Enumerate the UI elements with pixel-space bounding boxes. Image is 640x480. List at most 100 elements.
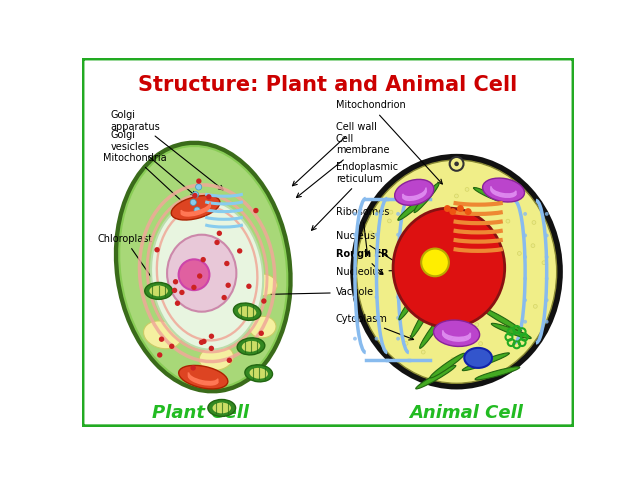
Text: Rough ER: Rough ER: [336, 249, 388, 274]
Ellipse shape: [237, 338, 265, 355]
Ellipse shape: [492, 323, 531, 338]
Circle shape: [523, 276, 527, 280]
Circle shape: [396, 253, 400, 257]
Circle shape: [353, 275, 357, 278]
Circle shape: [454, 162, 459, 166]
Circle shape: [396, 337, 400, 341]
Ellipse shape: [399, 285, 424, 320]
Ellipse shape: [250, 368, 268, 379]
Circle shape: [157, 352, 163, 358]
Circle shape: [479, 342, 483, 346]
Circle shape: [353, 295, 357, 299]
Text: Cytoplasm: Cytoplasm: [336, 314, 413, 340]
Circle shape: [169, 344, 175, 349]
Circle shape: [237, 248, 243, 253]
Ellipse shape: [143, 321, 181, 349]
Circle shape: [259, 331, 264, 336]
Ellipse shape: [248, 274, 277, 296]
Circle shape: [396, 295, 400, 299]
Circle shape: [454, 194, 458, 198]
FancyBboxPatch shape: [83, 59, 573, 426]
Circle shape: [221, 295, 227, 300]
Circle shape: [421, 249, 449, 276]
Circle shape: [396, 275, 400, 278]
Text: Mitochondrion: Mitochondrion: [336, 100, 442, 184]
Circle shape: [197, 273, 202, 279]
Ellipse shape: [179, 365, 228, 389]
Text: Cell
membrane: Cell membrane: [296, 134, 389, 198]
Circle shape: [225, 283, 231, 288]
Circle shape: [200, 257, 206, 262]
Ellipse shape: [172, 195, 220, 220]
Circle shape: [374, 212, 378, 216]
Circle shape: [353, 233, 357, 237]
Circle shape: [518, 252, 522, 255]
Ellipse shape: [414, 183, 439, 213]
Circle shape: [533, 304, 537, 308]
Circle shape: [465, 188, 469, 192]
Circle shape: [190, 199, 196, 205]
Circle shape: [193, 192, 198, 198]
Ellipse shape: [151, 200, 263, 349]
Circle shape: [531, 244, 535, 248]
Circle shape: [374, 275, 378, 278]
Circle shape: [457, 205, 464, 212]
Circle shape: [475, 323, 479, 326]
Ellipse shape: [212, 403, 231, 413]
Circle shape: [192, 193, 198, 198]
Circle shape: [374, 233, 378, 237]
Circle shape: [545, 298, 548, 302]
Ellipse shape: [149, 286, 168, 296]
Circle shape: [353, 316, 357, 320]
Text: Ribosomes: Ribosomes: [336, 206, 389, 255]
Text: Plant Cell: Plant Cell: [152, 404, 250, 422]
Ellipse shape: [464, 348, 492, 368]
Circle shape: [421, 350, 425, 354]
Circle shape: [404, 341, 408, 345]
Circle shape: [196, 184, 202, 190]
Circle shape: [396, 212, 400, 216]
Ellipse shape: [119, 146, 287, 388]
Circle shape: [191, 365, 196, 371]
Circle shape: [387, 219, 391, 223]
Ellipse shape: [238, 306, 256, 317]
Circle shape: [389, 210, 393, 214]
Circle shape: [374, 295, 378, 299]
Text: Structure: Plant and Animal Cell: Structure: Plant and Animal Cell: [138, 74, 518, 95]
Text: Vacuole: Vacuole: [253, 288, 374, 298]
Circle shape: [408, 203, 412, 206]
Ellipse shape: [350, 154, 563, 389]
Circle shape: [523, 234, 527, 238]
Ellipse shape: [420, 313, 444, 348]
Ellipse shape: [475, 367, 520, 380]
Circle shape: [545, 234, 548, 238]
Ellipse shape: [483, 178, 525, 202]
Text: Chloroplast: Chloroplast: [97, 234, 159, 288]
Ellipse shape: [481, 308, 522, 331]
Circle shape: [172, 288, 177, 293]
Circle shape: [179, 259, 209, 290]
Circle shape: [194, 207, 200, 213]
Ellipse shape: [145, 282, 172, 300]
Ellipse shape: [411, 298, 435, 338]
Ellipse shape: [393, 208, 505, 327]
Text: Endoplasmic
reticulum: Endoplasmic reticulum: [312, 162, 398, 230]
Circle shape: [154, 247, 160, 252]
Ellipse shape: [416, 365, 456, 389]
Circle shape: [253, 208, 259, 213]
Circle shape: [353, 212, 357, 216]
Circle shape: [545, 212, 548, 216]
Circle shape: [369, 231, 372, 235]
Ellipse shape: [433, 320, 479, 347]
Text: Animal Cell: Animal Cell: [410, 404, 524, 422]
Circle shape: [159, 336, 164, 342]
Circle shape: [191, 285, 196, 290]
Circle shape: [505, 187, 509, 191]
Circle shape: [396, 233, 400, 237]
Circle shape: [545, 320, 548, 324]
Circle shape: [450, 157, 463, 171]
Circle shape: [545, 276, 548, 280]
Text: Golgi
vesicles: Golgi vesicles: [111, 130, 196, 196]
Circle shape: [513, 188, 516, 192]
Ellipse shape: [474, 188, 503, 202]
